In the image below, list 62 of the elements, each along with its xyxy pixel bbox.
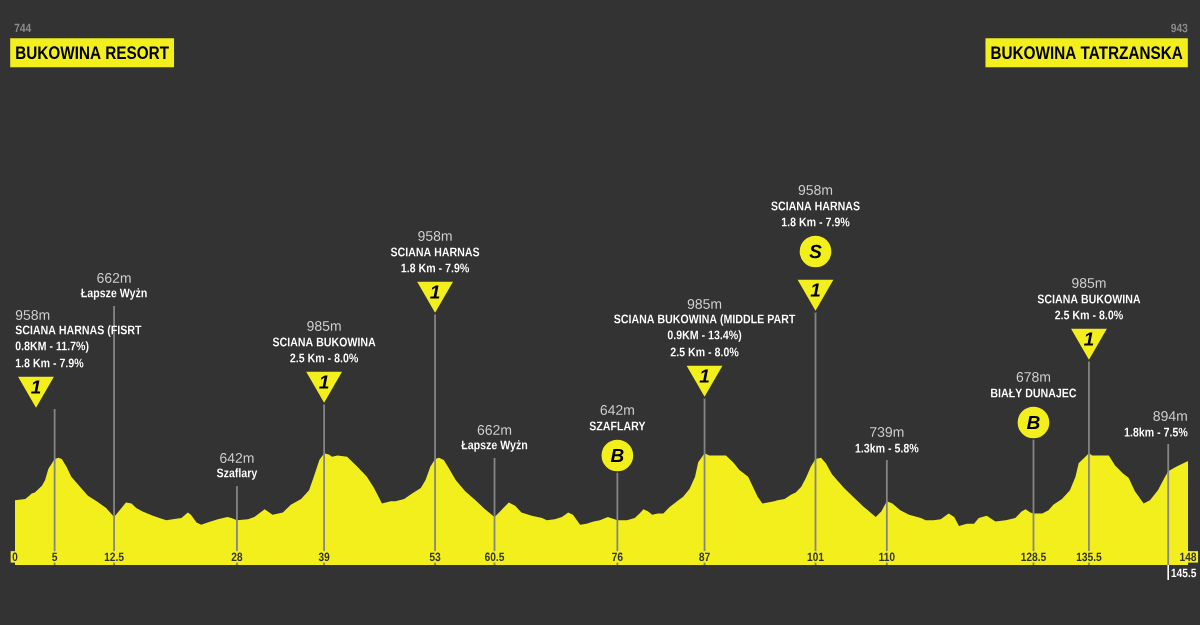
text: 958m bbox=[15, 310, 50, 320]
x-tick-label: 53 bbox=[429, 552, 441, 562]
text: 2.5 Km - 8.0% bbox=[290, 353, 359, 363]
text: 642m bbox=[600, 405, 634, 415]
text: Łapsze Wyżn bbox=[461, 440, 528, 452]
x-tick-label: 87 bbox=[699, 552, 710, 562]
text: 2.5 Km - 8.0% bbox=[670, 347, 739, 357]
text: SCIANA HARNAS bbox=[771, 201, 860, 211]
text: BUKOWINA TATRZANSKA bbox=[991, 46, 1183, 60]
x-tick-label: 101 bbox=[807, 552, 824, 562]
text: 1 bbox=[31, 380, 41, 394]
x-tick-label: 5 bbox=[52, 552, 58, 562]
x-tick-label: 0 bbox=[12, 552, 18, 562]
text: 1.8 Km - 7.9% bbox=[401, 263, 470, 273]
text: 894m bbox=[1153, 411, 1187, 421]
text: 0.9KM - 13.4%) bbox=[667, 330, 742, 342]
text: 958m bbox=[418, 231, 452, 241]
x-tick-label: 110 bbox=[879, 552, 895, 562]
text: BIAŁY DUNAJEC bbox=[991, 388, 1077, 398]
text: 1 bbox=[699, 369, 709, 383]
text: 739m bbox=[870, 427, 904, 437]
text: BUKOWINA RESORT bbox=[16, 46, 169, 60]
x-tick-label: 128.5 bbox=[1021, 552, 1046, 562]
text: 1 bbox=[430, 285, 440, 299]
x-tick-label: 28 bbox=[231, 552, 243, 562]
text: 1.8 Km - 7.9% bbox=[15, 358, 84, 368]
x-tick-label: 76 bbox=[612, 552, 623, 562]
x-tick-label: 135.5 bbox=[1076, 552, 1102, 562]
x-tick-label: 39 bbox=[318, 552, 330, 562]
text: 678m bbox=[1016, 372, 1051, 382]
annotation: B bbox=[610, 448, 624, 463]
ref-line-label: 145.5 bbox=[1171, 568, 1197, 578]
annotation: Szaflary bbox=[216, 468, 258, 480]
text: SCIANA HARNAS bbox=[390, 247, 480, 257]
text: 744 bbox=[14, 23, 32, 33]
text: SCIANA HARNAS (FISRT bbox=[15, 325, 142, 337]
text: 985m bbox=[687, 299, 722, 309]
x-tick-label: 148 bbox=[1180, 552, 1197, 562]
x-tick-label: 12.5 bbox=[104, 552, 124, 562]
text: 662m bbox=[97, 273, 131, 283]
text: 943 bbox=[1171, 23, 1188, 33]
text: 662m bbox=[477, 425, 512, 435]
text: 1.3km - 5.8% bbox=[855, 443, 919, 453]
text: 1.8 Km - 7.9% bbox=[781, 217, 850, 227]
text: Łapsze Wyżn bbox=[80, 288, 147, 300]
text: SCIANA BUKOWINA bbox=[272, 337, 376, 347]
annotation: 642m bbox=[220, 453, 254, 463]
text: SCIANA BUKOWINA (MIDDLE PART bbox=[614, 314, 796, 326]
text: 1 bbox=[1083, 332, 1094, 346]
x-tick-label: 60.5 bbox=[484, 552, 505, 562]
text: 2.5 Km - 8.0% bbox=[1055, 310, 1123, 320]
text: 958m bbox=[798, 185, 833, 195]
text: 1 bbox=[810, 283, 820, 297]
text: 985m bbox=[307, 321, 341, 331]
text: B bbox=[1026, 415, 1040, 430]
text: SCIANA BUKOWINA bbox=[1037, 294, 1141, 304]
text: 1.8km - 7.5% bbox=[1124, 427, 1188, 437]
text: SZAFLARY bbox=[589, 421, 646, 431]
text: S bbox=[809, 244, 822, 259]
text: 1 bbox=[319, 375, 329, 389]
text: 985m bbox=[1072, 278, 1106, 288]
text: 0.8KM - 11.7%) bbox=[15, 341, 89, 353]
